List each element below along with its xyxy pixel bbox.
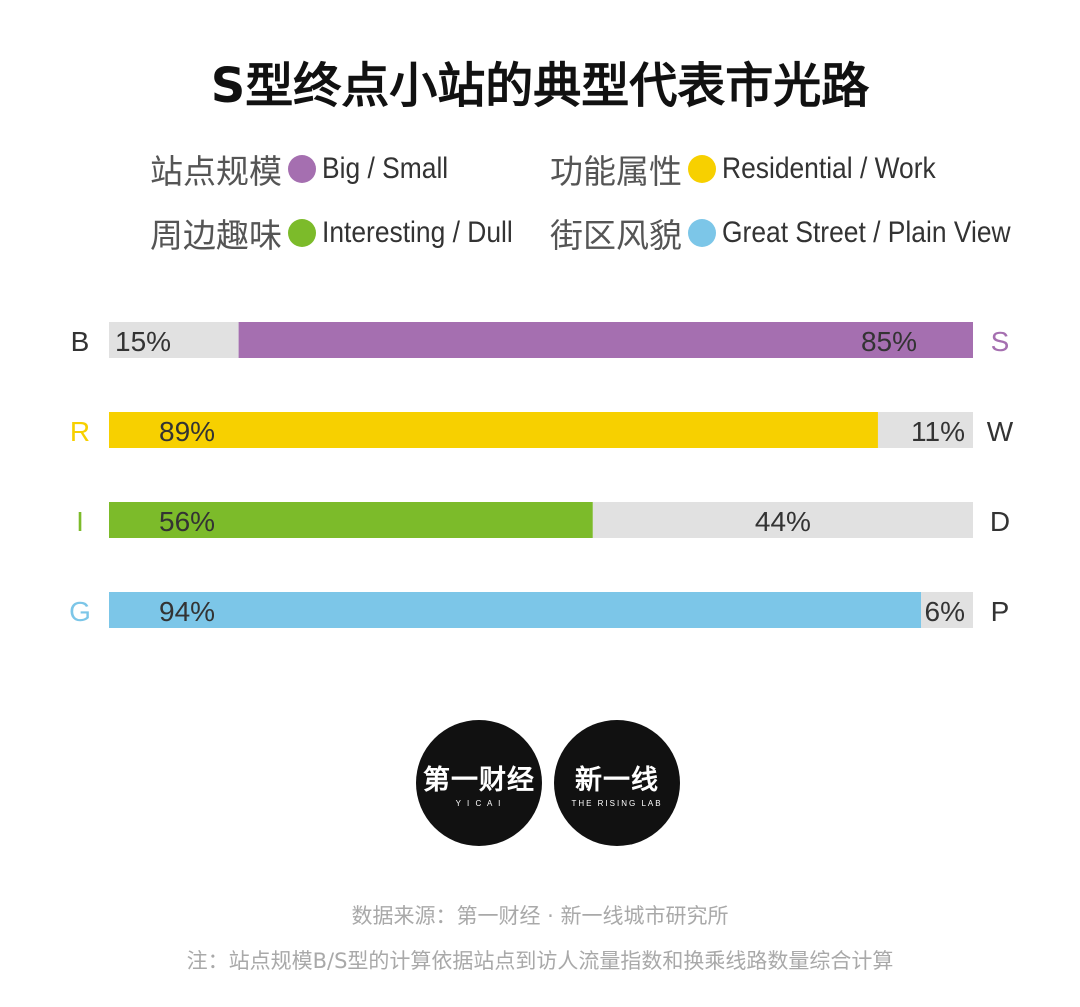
- legend-label-en: Interesting / Dull: [322, 216, 513, 249]
- legend-label-cn: 功能属性: [550, 152, 682, 191]
- legend-item-function: 功能属性 Residential / Work: [550, 145, 965, 193]
- logo-name: 新一线: [575, 765, 659, 796]
- legend-label-en: Big / Small: [322, 152, 449, 185]
- row-right-label: W: [987, 416, 1014, 447]
- value-label-right: 6%: [925, 596, 965, 627]
- yicai-logo: 第一财经 Y I C A I: [416, 720, 542, 846]
- legend-item-street: 街区风貌 Great Street / Plain View: [550, 209, 1050, 257]
- data-source: 数据来源：第一财经 · 新一线城市研究所: [351, 904, 729, 928]
- value-label-left: 94%: [159, 596, 215, 627]
- legend-label-en: Great Street / Plain View: [722, 216, 1011, 249]
- bar-right-segment: [921, 592, 973, 628]
- bar-right-segment: [877, 412, 973, 448]
- legend-dot: [288, 155, 316, 183]
- legend-dot: [688, 219, 716, 247]
- chart-title: S型终点小站的典型代表市光路: [210, 58, 870, 114]
- bar-left-segment: [109, 322, 239, 358]
- value-label-left: 56%: [159, 506, 215, 537]
- logo-sub: THE RISING LAB: [571, 799, 663, 808]
- row-left-label: B: [71, 326, 90, 357]
- legend: 站点规模 Big / Small 功能属性 Residential / Work…: [0, 0, 1080, 270]
- logo-sub: Y I C A I: [455, 799, 503, 808]
- bar-left-segment: [109, 412, 878, 448]
- legend-label-en: Residential / Work: [722, 152, 936, 185]
- legend-label-cn: 街区风貌: [550, 216, 682, 255]
- legend-dot: [688, 155, 716, 183]
- bar-left-segment: [109, 592, 922, 628]
- rising-lab-logo: 新一线 THE RISING LAB: [554, 720, 680, 846]
- value-label-left: 89%: [159, 416, 215, 447]
- legend-label-cn: 周边趣味: [150, 216, 282, 255]
- footnote: 注：站点规模B/S型的计算依据站点到访人流量指数和换乘线路数量综合计算: [186, 949, 894, 973]
- legend-dot: [288, 219, 316, 247]
- logo-name: 第一财经: [423, 765, 535, 796]
- row-right-label: D: [990, 506, 1010, 537]
- row-left-label: R: [70, 416, 90, 447]
- bar-right-segment: [592, 502, 973, 538]
- value-label-right: 11%: [911, 416, 965, 447]
- stacked-bar-chart: B S 15% 85% R W 89% 11% I D 56% 44% G P 94% 6%: [69, 322, 1014, 628]
- logos: 第一财经 Y I C A I 新一线 THE RISING LAB: [0, 720, 1080, 860]
- row-right-label: P: [991, 596, 1010, 627]
- legend-item-interest: 周边趣味 Interesting / Dull: [150, 209, 539, 257]
- bar-left-segment: [109, 502, 593, 538]
- row-right-label: S: [991, 326, 1010, 357]
- row-left-label: I: [76, 506, 84, 537]
- legend-label-cn: 站点规模: [150, 152, 282, 191]
- legend-item-size: 站点规模 Big / Small: [150, 145, 465, 193]
- bar-right-segment: [238, 322, 974, 358]
- row-left-label: G: [69, 596, 91, 627]
- value-label-right: 85%: [861, 326, 917, 357]
- value-label-left: 15%: [115, 326, 171, 357]
- value-label-right: 44%: [755, 506, 811, 537]
